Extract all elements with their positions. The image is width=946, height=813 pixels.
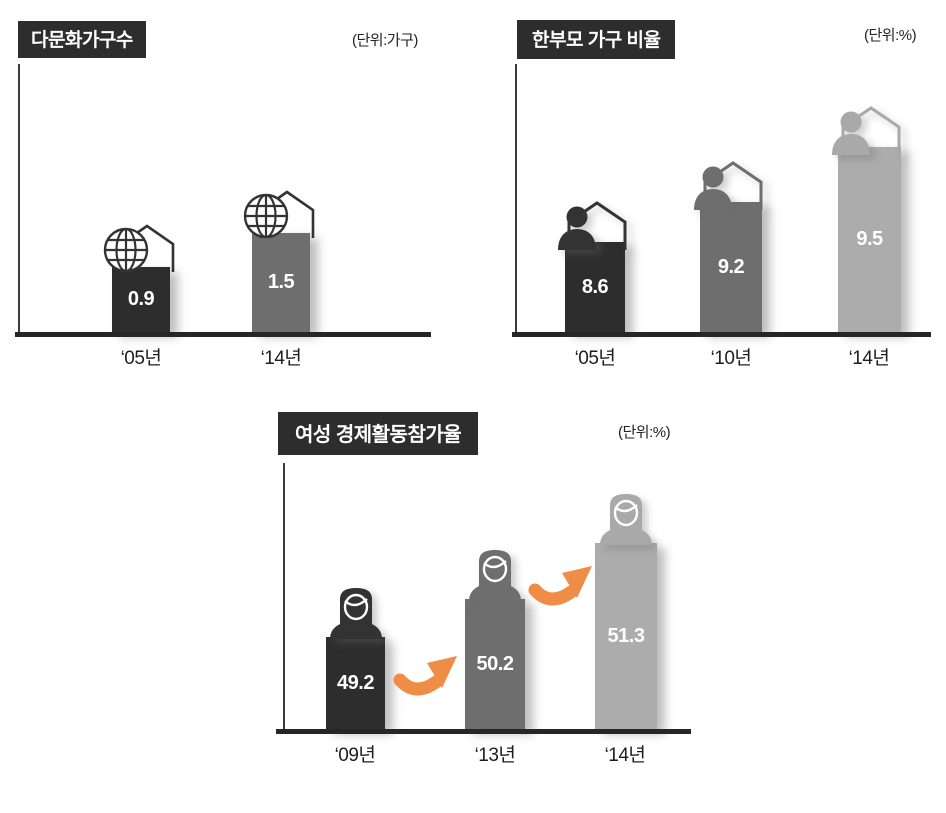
increase-arrow-icon [393, 650, 459, 700]
bar-value-label: 50.2 [476, 652, 514, 675]
chart-title: 한부모 가구 비율 [517, 20, 676, 59]
bar-value-label: 0.9 [127, 288, 155, 310]
chart-title: 다문화가구수 [18, 21, 146, 58]
x-axis-label: ‘14년 [848, 348, 890, 369]
globe-house-icon [100, 222, 182, 272]
bar-2010: 9.2 [700, 202, 762, 332]
person-house-icon [830, 106, 901, 155]
unit-label: (단위:가구) [352, 32, 418, 49]
x-axis-label: ‘14년 [604, 745, 646, 766]
globe-house-icon [240, 188, 322, 238]
x-axis-label: ‘14년 [260, 348, 302, 369]
woman-icon [467, 549, 523, 601]
bar-value-label: 51.3 [607, 624, 645, 647]
x-axis-label: ‘05년 [120, 348, 162, 369]
x-axis-label: ‘13년 [474, 745, 516, 766]
bar-value-label: 9.2 [717, 255, 745, 278]
x-axis-line [15, 332, 431, 337]
bar-2013: 50.2 [465, 599, 525, 729]
bar-2014: 51.3 [595, 543, 657, 729]
x-axis-label: ‘09년 [334, 745, 376, 766]
unit-label: (단위:%) [864, 27, 917, 44]
bar-2014: 1.5 [252, 233, 310, 332]
y-axis-line [515, 64, 517, 332]
bar-value-label: 1.5 [267, 271, 295, 293]
bar-value-label: 9.5 [856, 228, 883, 250]
bar-value-label: 8.6 [581, 275, 609, 298]
bar-2005: 8.6 [565, 242, 625, 332]
y-axis-line [18, 64, 20, 332]
unit-label: (단위:%) [618, 424, 671, 441]
x-axis-label: ‘05년 [574, 348, 616, 369]
woman-icon [328, 587, 384, 639]
bar-2009: 49.2 [326, 637, 385, 729]
person-house-icon [692, 161, 763, 210]
chart-title: 여성 경제활동참가율 [278, 412, 479, 455]
woman-icon [598, 493, 654, 545]
x-axis-label: ‘10년 [710, 348, 752, 369]
person-house-icon [556, 201, 627, 250]
increase-arrow-icon [528, 560, 594, 610]
y-axis-line [283, 463, 285, 729]
bar-2005: 0.9 [112, 267, 170, 332]
bar-2014: 9.5 [838, 147, 901, 332]
x-axis-line [276, 729, 691, 734]
x-axis-line [512, 332, 931, 337]
bar-value-label: 49.2 [337, 671, 374, 694]
